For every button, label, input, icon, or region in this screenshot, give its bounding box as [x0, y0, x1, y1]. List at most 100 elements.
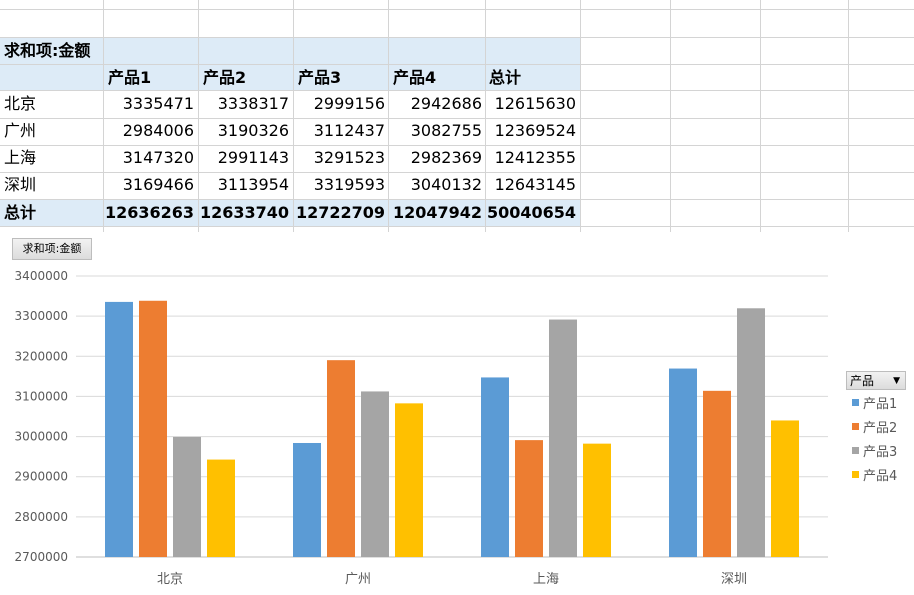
- x-category-label: 上海: [533, 572, 559, 587]
- grid-row-line: [0, 9, 914, 10]
- pivot-value-cell[interactable]: 3082755: [410, 121, 482, 140]
- y-tick-label: 2700000: [15, 550, 68, 564]
- pivot-column-header[interactable]: 产品2: [203, 68, 247, 87]
- bar-产品3-北京[interactable]: [173, 436, 201, 557]
- bar-产品3-深圳[interactable]: [737, 308, 765, 557]
- pivot-title-cell[interactable]: 求和项:金额: [4, 41, 91, 60]
- pivot-value-cell[interactable]: 12643145: [494, 175, 576, 194]
- pivot-value-cell[interactable]: 3291523: [313, 148, 385, 167]
- pivot-total-cell[interactable]: 12633740: [199, 203, 289, 222]
- grid-column-line: [848, 0, 849, 232]
- bar-产品4-广州[interactable]: [395, 403, 423, 557]
- bar-产品4-北京[interactable]: [207, 459, 235, 557]
- y-tick-label: 2900000: [15, 470, 68, 484]
- x-category-label: 深圳: [721, 572, 747, 587]
- pivot-value-cell[interactable]: 12615630: [494, 94, 576, 113]
- legend-swatch: [852, 398, 859, 406]
- bar-产品2-深圳[interactable]: [703, 390, 731, 557]
- pivot-header-bg: [0, 37, 580, 90]
- pivot-value-cell[interactable]: 3147320: [122, 148, 194, 167]
- pivot-total-label[interactable]: 总计: [4, 203, 37, 222]
- pivot-value-cell[interactable]: 2984006: [122, 121, 194, 140]
- bar-产品2-北京[interactable]: [139, 300, 167, 557]
- pivot-total-bg: [0, 199, 580, 226]
- pivot-value-cell[interactable]: 3338317: [217, 94, 289, 113]
- grid-row-line: [0, 118, 914, 119]
- legend-label: 产品2: [863, 420, 898, 436]
- pivot-value-cell[interactable]: 2942686: [410, 94, 482, 113]
- clustered-column-chart: 2700000 2800000 2900000 3000000 3100000 32000…: [15, 269, 828, 587]
- grid-column-line: [760, 0, 761, 232]
- legend-swatch: [852, 446, 859, 454]
- legend-label: 产品3: [863, 444, 898, 460]
- grid-column-line: [293, 0, 294, 232]
- bar-产品3-上海[interactable]: [549, 319, 577, 557]
- bar-产品4-深圳[interactable]: [771, 420, 799, 557]
- pivot-row-label[interactable]: 深圳: [4, 175, 37, 194]
- x-category-label: 广州: [345, 572, 371, 587]
- pivot-value-cell[interactable]: 3190326: [217, 121, 289, 140]
- legend-item[interactable]: 产品3: [846, 438, 908, 462]
- grid-row-line: [0, 145, 914, 146]
- grid-row-line: [0, 172, 914, 173]
- spreadsheet-grid: 求和项:金额 产品1 产品2 产品3 产品4 总计 北京 3335471 3338317 2999…: [0, 0, 914, 232]
- pivot-value-cell[interactable]: 3113954: [217, 175, 289, 194]
- bar-产品4-上海[interactable]: [583, 443, 611, 557]
- pivot-column-header[interactable]: 产品4: [393, 68, 437, 87]
- bar-产品1-上海[interactable]: [481, 377, 509, 557]
- grid-column-line: [580, 0, 581, 232]
- pivot-column-header[interactable]: 产品3: [298, 68, 342, 87]
- pivot-value-cell[interactable]: 3319593: [313, 175, 385, 194]
- grid-column-line: [388, 0, 389, 232]
- pivot-value-cell[interactable]: 3112437: [313, 121, 385, 140]
- y-tick-label: 2800000: [15, 510, 68, 524]
- bar-产品1-深圳[interactable]: [669, 368, 697, 557]
- pivot-value-cell[interactable]: 12369524: [494, 121, 576, 140]
- pivot-row-label[interactable]: 上海: [4, 148, 37, 167]
- pivot-value-cell[interactable]: 2982369: [410, 148, 482, 167]
- legend-swatch: [852, 422, 859, 430]
- pivot-total-cell[interactable]: 12636263: [104, 203, 194, 222]
- pivot-row-label[interactable]: 北京: [4, 94, 37, 113]
- grid-row-line: [0, 37, 914, 38]
- chart-legend: 产品 ▼ 产品1 产品2 产品3 产品4: [846, 371, 908, 486]
- pivot-total-cell[interactable]: 50040654: [486, 203, 576, 222]
- pivot-value-cell[interactable]: 3335471: [122, 94, 194, 113]
- pivot-column-header[interactable]: 总计: [489, 68, 522, 87]
- pivot-total-cell[interactable]: 12722709: [295, 203, 385, 222]
- pivot-value-cell[interactable]: 2991143: [217, 148, 289, 167]
- legend-label: 产品4: [863, 468, 898, 484]
- grid-column-line: [485, 0, 486, 232]
- grid-row-line: [0, 226, 914, 227]
- bar-产品3-广州[interactable]: [361, 391, 389, 557]
- y-tick-label: 3100000: [15, 389, 68, 403]
- legend-label: 产品1: [863, 396, 898, 412]
- legend-item[interactable]: 产品4: [846, 462, 908, 486]
- bar-产品1-北京[interactable]: [105, 301, 133, 557]
- pivot-total-cell[interactable]: 12047942: [392, 203, 482, 222]
- bar-产品2-广州[interactable]: [327, 360, 355, 557]
- legend-title: 产品: [850, 374, 875, 388]
- legend-item[interactable]: 产品1: [846, 390, 908, 414]
- y-tick-label: 3000000: [15, 430, 68, 444]
- pivot-row-label[interactable]: 广州: [4, 121, 37, 140]
- bar-产品2-上海[interactable]: [515, 440, 543, 557]
- x-category-label: 北京: [157, 572, 183, 587]
- pivot-value-cell[interactable]: 3169466: [122, 175, 194, 194]
- pivot-column-header[interactable]: 产品1: [108, 68, 152, 87]
- y-tick-label: 3200000: [15, 349, 68, 363]
- field-button-sum-amount[interactable]: 求和项:金额: [12, 238, 92, 260]
- grid-row-line: [0, 199, 914, 200]
- grid-column-line: [103, 0, 104, 232]
- pivot-value-cell[interactable]: 2999156: [313, 94, 385, 113]
- pivot-value-cell[interactable]: 12412355: [494, 148, 576, 167]
- bar-产品1-广州[interactable]: [293, 442, 321, 557]
- legend-filter-button[interactable]: 产品 ▼: [846, 371, 906, 390]
- legend-item[interactable]: 产品2: [846, 414, 908, 438]
- chevron-down-icon: ▼: [893, 376, 900, 386]
- pivot-value-cell[interactable]: 3040132: [410, 175, 482, 194]
- y-tick-label: 3300000: [15, 309, 68, 323]
- grid-column-line: [670, 0, 671, 232]
- legend-swatch: [852, 470, 859, 478]
- y-tick-label: 3400000: [15, 269, 68, 283]
